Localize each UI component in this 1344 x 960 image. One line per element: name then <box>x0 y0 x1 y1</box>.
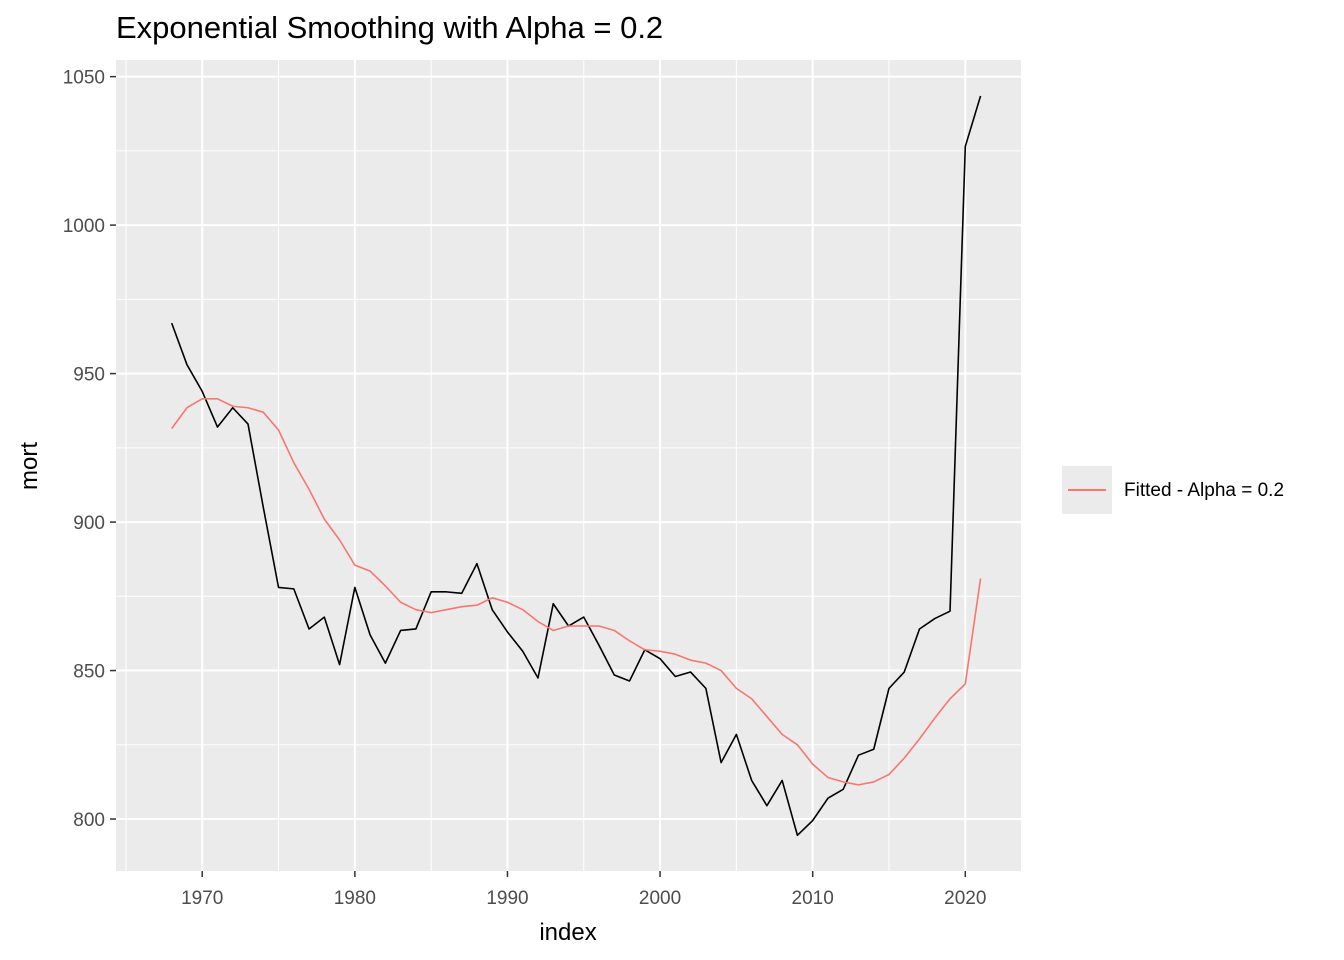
x-tick-label: 2000 <box>639 888 681 909</box>
x-tick-label: 2020 <box>944 888 986 909</box>
x-axis-title: index <box>539 919 596 946</box>
chart-title: Exponential Smoothing with Alpha = 0.2 <box>116 10 664 45</box>
x-axis: 1970 1980 1990 2000 2010 2020 <box>181 871 986 909</box>
minor-gridlines <box>116 60 1021 871</box>
major-gridlines <box>116 60 1021 871</box>
series-line-fitted <box>171 398 982 786</box>
legend-label-fitted: Fitted - Alpha = 0.2 <box>1124 480 1285 501</box>
series-lines <box>170 95 982 837</box>
x-tick-label: 1970 <box>181 888 223 909</box>
x-tick-label: 2010 <box>792 888 834 909</box>
y-tick-label: 1050 <box>63 68 105 89</box>
legend-key <box>1062 466 1112 514</box>
y-axis-title: mort <box>16 442 43 490</box>
y-tick-label: 900 <box>73 513 105 534</box>
y-tick-label: 950 <box>73 365 105 386</box>
x-tick-label: 1990 <box>486 888 528 909</box>
legend-swatch-fitted <box>1068 489 1106 491</box>
y-tick-label: 800 <box>73 810 105 831</box>
y-tick-label: 1000 <box>63 216 105 237</box>
plot-panel <box>116 60 1021 871</box>
y-axis: 800 850 900 950 1000 1050 <box>63 68 116 831</box>
x-tick-label: 1980 <box>334 888 376 909</box>
y-tick-label: 850 <box>73 662 105 683</box>
series-line-observed <box>170 95 982 837</box>
